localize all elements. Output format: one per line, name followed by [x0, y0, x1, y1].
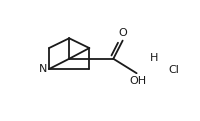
- Text: OH: OH: [129, 76, 146, 86]
- Text: N: N: [39, 64, 47, 74]
- Text: Cl: Cl: [169, 65, 180, 75]
- Text: H: H: [149, 53, 158, 63]
- Text: O: O: [118, 28, 127, 38]
